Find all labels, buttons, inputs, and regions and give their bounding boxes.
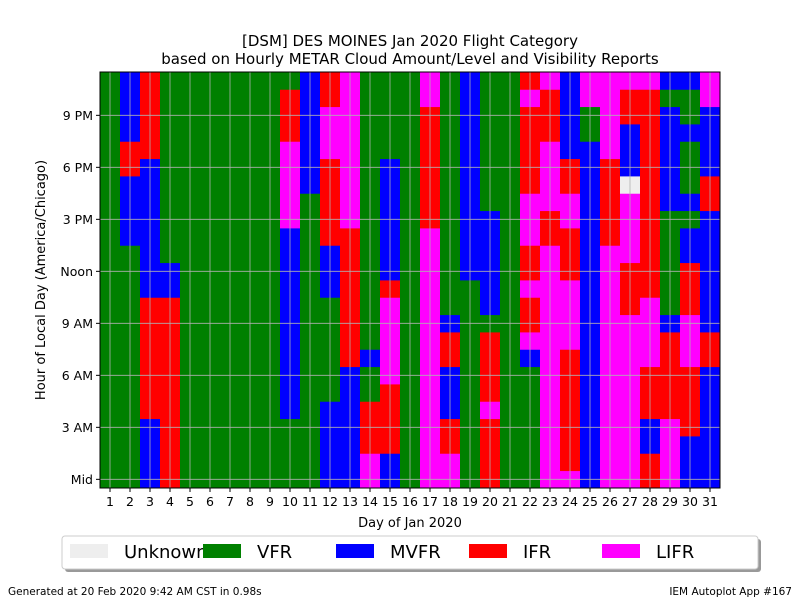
x-tick-label: 14: [362, 494, 378, 509]
x-tick-label: 4: [166, 494, 174, 509]
chart-title: [DSM] DES MOINES Jan 2020 Flight Categor…: [242, 32, 578, 50]
x-tick-label: 22: [522, 494, 538, 509]
legend-label: MVFR: [390, 542, 441, 563]
legend-swatch: [336, 544, 374, 558]
legend-label: VFR: [257, 542, 292, 563]
x-tick-label: 15: [382, 494, 398, 509]
x-tick-label: 25: [582, 494, 598, 509]
x-tick-label: 9: [266, 494, 274, 509]
y-tick-label: 3 PM: [63, 212, 93, 227]
y-tick-label: Mid: [71, 472, 93, 487]
legend-label: Unknown: [124, 542, 208, 563]
grid-lines: [100, 72, 720, 488]
legend: Unknown VFR MVFR IFR LIFR: [61, 535, 761, 572]
x-tick-label: 5: [186, 494, 194, 509]
y-tick-label: 9 PM: [63, 108, 93, 123]
x-tick-label: 13: [342, 494, 358, 509]
x-tick-label: 30: [682, 494, 698, 509]
x-tick-label: 17: [422, 494, 438, 509]
chart-subtitle: based on Hourly METAR Cloud Amount/Level…: [161, 50, 659, 68]
legend-swatch: [203, 544, 241, 558]
x-axis-ticks: 1 2 3 4 5 6 7 8 9 10 11 12 13 14 15 16 17 18 19 20 21 22 23 24 2…: [106, 488, 718, 509]
legend-swatch: [602, 544, 640, 558]
x-tick-label: 23: [542, 494, 558, 509]
x-tick-label: 26: [602, 494, 618, 509]
x-tick-label: 27: [622, 494, 638, 509]
x-tick-label: 18: [442, 494, 458, 509]
x-tick-label: 28: [642, 494, 658, 509]
x-tick-label: 2: [126, 494, 134, 509]
x-tick-label: 19: [462, 494, 478, 509]
x-tick-label: 21: [502, 494, 518, 509]
x-axis-label: Day of Jan 2020: [358, 516, 462, 531]
x-tick-label: 8: [246, 494, 254, 509]
x-tick-label: 11: [302, 494, 318, 509]
x-tick-label: 20: [482, 494, 498, 509]
x-tick-label: 6: [206, 494, 214, 509]
y-tick-label: 6 AM: [62, 368, 93, 383]
y-tick-label: 6 PM: [63, 160, 93, 175]
y-tick-label: 3 AM: [62, 420, 93, 435]
x-tick-label: 31: [702, 494, 718, 509]
x-tick-label: 29: [662, 494, 678, 509]
x-tick-label: 24: [562, 494, 578, 509]
x-tick-label: 1: [106, 494, 114, 509]
y-axis-label: Hour of Local Day (America/Chicago): [34, 160, 49, 400]
legend-swatch: [469, 544, 507, 558]
x-tick-label: 16: [402, 494, 418, 509]
legend-label: IFR: [523, 542, 551, 563]
x-tick-label: 3: [146, 494, 154, 509]
legend-swatch: [70, 544, 108, 558]
legend-label: LIFR: [656, 542, 694, 563]
generated-timestamp: Generated at 20 Feb 2020 9:42 AM CST in …: [8, 586, 262, 598]
legend-entries: Unknown VFR MVFR IFR LIFR: [70, 542, 694, 563]
x-tick-label: 12: [322, 494, 338, 509]
y-axis-ticks: Mid 3 AM 6 AM 9 AM Noon 3 PM 6 PM 9 PM: [60, 108, 100, 487]
x-tick-label: 10: [282, 494, 298, 509]
y-tick-label: Noon: [60, 264, 93, 279]
y-tick-label: 9 AM: [62, 316, 93, 331]
app-credit: IEM Autoplot App #167: [669, 586, 792, 598]
x-tick-label: 7: [226, 494, 234, 509]
